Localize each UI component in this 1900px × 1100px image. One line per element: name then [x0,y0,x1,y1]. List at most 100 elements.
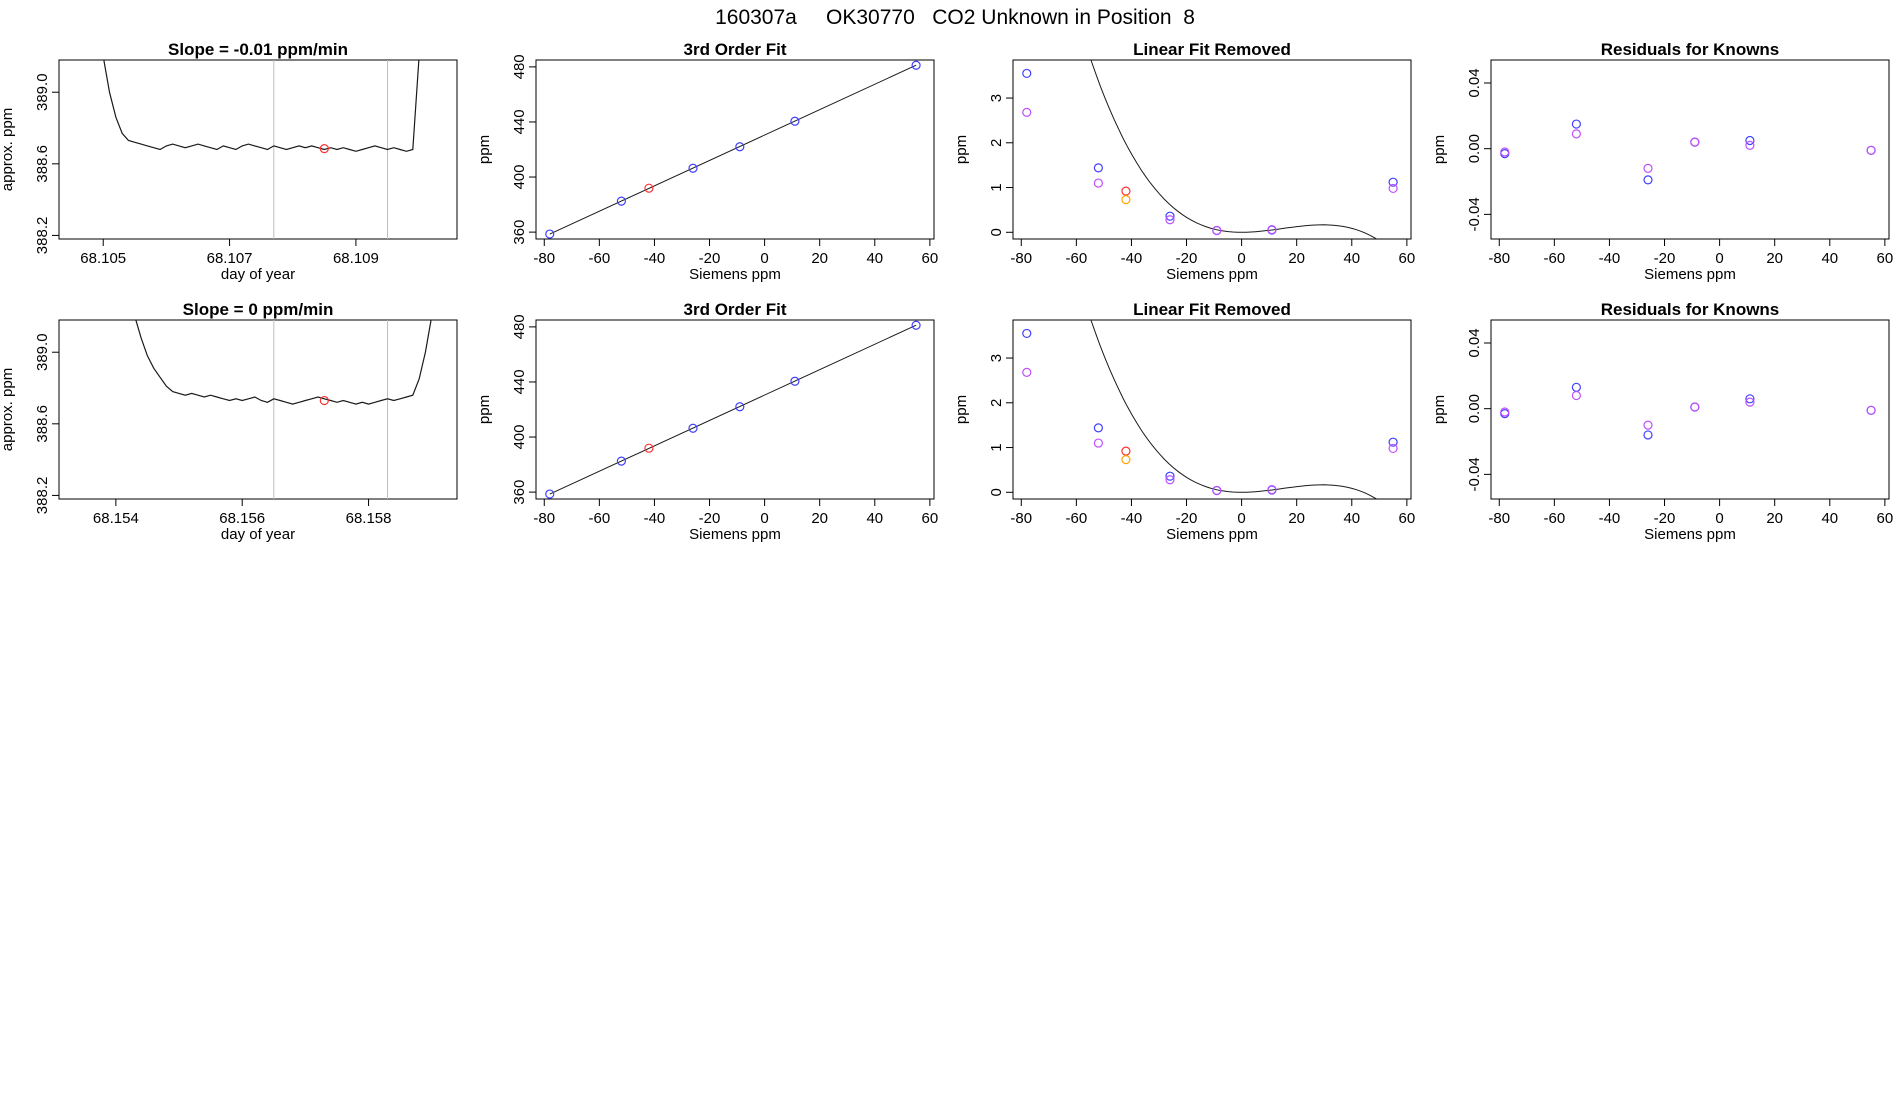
x-tick-label: 20 [1766,250,1783,267]
x-tick-label: 0 [1715,510,1723,527]
y-tick-label: 440 [511,109,528,134]
x-tick-label: -60 [589,510,611,527]
y-axis-label: ppm [1431,135,1448,164]
x-axis-label: Siemens ppm [1644,526,1736,543]
chart-panel-6: 3rd Order Fit -80 -60 -40 -20 0 20 40 60 Siemens … [476,300,938,543]
x-tick-label: 0 [1237,250,1245,267]
x-tick-label: -60 [1544,510,1566,527]
x-tick-label: 60 [922,510,939,527]
fit-curve [1090,320,1378,499]
data-point [911,60,921,70]
data-point [1388,177,1398,187]
x-axis-label: Siemens ppm [1166,526,1258,543]
data-point [616,456,626,466]
x-tick-label: 0 [1715,250,1723,267]
data-point [1643,420,1653,430]
chart-title: 3rd Order Fit [684,300,787,319]
data-point [545,489,555,499]
chart-title: Residuals for Knowns [1601,40,1780,59]
x-tick-label: 0 [760,250,768,267]
x-tick-label: 60 [1877,510,1894,527]
y-axis-label: ppm [476,135,493,164]
x-tick-label: -80 [1010,250,1032,267]
data-point [735,402,745,412]
data-point [1690,402,1700,412]
data-point [1388,183,1398,194]
x-tick-label: -60 [589,250,611,267]
x-tick-label: 60 [922,250,939,267]
series-line [103,60,420,152]
y-tick-label: 388.2 [34,477,51,515]
x-tick-label: -20 [699,250,721,267]
y-tick-label: 388.2 [34,217,51,255]
data-point [1165,215,1175,225]
plot-area [1022,60,1398,239]
series-line [135,320,432,405]
fit-curve [549,64,917,235]
x-tick-label: 68.105 [80,250,126,267]
data-point [1022,107,1032,117]
data-point [1165,475,1175,485]
y-tick-label: 389.0 [34,73,51,111]
data-point [1267,485,1277,495]
x-tick-label: 40 [1343,510,1360,527]
x-tick-label: 68.158 [346,510,392,527]
x-tick-label: -20 [1654,510,1676,527]
data-point [1643,163,1653,173]
y-tick-label: 0.04 [1466,328,1483,357]
x-tick-label: -40 [1121,510,1143,527]
x-tick-label: -20 [1654,250,1676,267]
data-point [1121,195,1131,205]
data-point [688,423,698,433]
data-point [1388,437,1398,447]
y-tick-label: 2 [988,399,1005,407]
x-tick-label: -40 [644,510,666,527]
x-tick-label: -40 [1599,510,1621,527]
y-axis-label: ppm [1431,395,1448,424]
data-point [1093,163,1103,173]
y-tick-label: 0 [988,228,1005,236]
data-point [545,229,555,239]
x-tick-label: 20 [1766,510,1783,527]
y-tick-label: 440 [511,369,528,394]
data-point [644,443,654,453]
y-tick-label: 360 [511,220,528,245]
data-point [1571,119,1581,129]
plot-area [1500,382,1876,440]
y-tick-label: 0.04 [1466,68,1483,97]
x-tick-label: 20 [811,510,828,527]
plot-area [1022,320,1398,499]
x-tick-label: -80 [533,510,555,527]
x-tick-label: 68.109 [333,250,379,267]
data-point [1093,423,1103,433]
x-tick-label: -60 [1066,250,1088,267]
data-point [790,116,800,126]
data-point [1643,430,1653,440]
data-point [1022,328,1032,339]
x-axis-label: Siemens ppm [1644,266,1736,283]
y-tick-label: -0.04 [1466,197,1483,231]
y-tick-label: 3 [988,94,1005,102]
x-axis-label: day of year [221,266,295,283]
x-tick-label: 20 [1288,250,1305,267]
x-tick-label: -60 [1544,250,1566,267]
data-point [688,163,698,173]
y-tick-label: 480 [511,314,528,339]
data-point [1093,178,1103,188]
x-tick-label: 0 [760,510,768,527]
mean-marker-point [319,395,329,406]
panel-grid: Slope = -0.01 ppm/min 68.105 68.107 68.109 d… [0,40,1894,543]
y-tick-label: 1 [988,443,1005,451]
chart-title: Slope = 0 ppm/min [183,300,334,319]
x-tick-label: -20 [1176,250,1198,267]
y-tick-label: 389.0 [34,333,51,371]
y-axis-label: ppm [953,135,970,164]
plot-area [103,60,420,239]
data-point [1745,394,1755,404]
plot-area [1500,119,1876,185]
x-tick-label: 60 [1399,510,1416,527]
x-tick-label: 40 [1821,510,1838,527]
data-point [1500,147,1510,157]
y-tick-label: 480 [511,54,528,79]
x-tick-label: 40 [866,250,883,267]
